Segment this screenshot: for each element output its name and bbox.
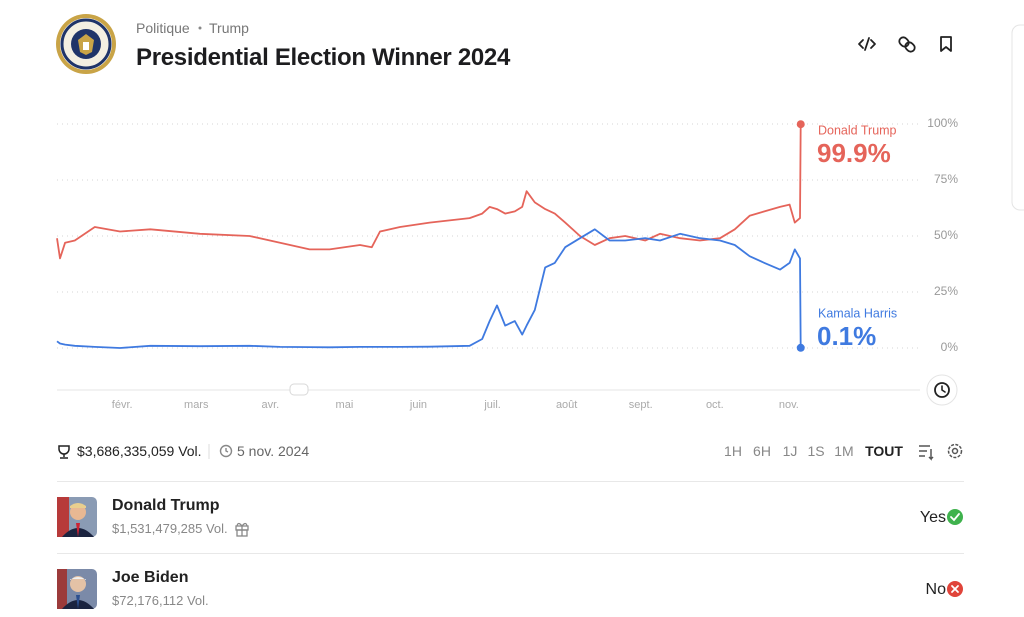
trophy-icon — [58, 445, 70, 459]
market-icon — [56, 14, 116, 74]
x-tick-label: févr. — [112, 399, 133, 411]
x-tick-label: août — [556, 399, 577, 411]
yes-icon — [947, 509, 963, 525]
outcome-name[interactable]: Joe Biden — [112, 569, 189, 586]
end-point — [796, 120, 805, 129]
sort-button[interactable] — [919, 445, 934, 461]
embed-button[interactable] — [858, 37, 876, 51]
outcome-result: No — [925, 581, 946, 598]
timeframe-button[interactable]: 6H — [753, 443, 771, 459]
bookmark-button[interactable] — [940, 36, 952, 52]
x-tick-label: avr. — [261, 399, 279, 411]
outcome-name[interactable]: Donald Trump — [112, 497, 220, 514]
x-tick-label: oct. — [706, 399, 724, 411]
y-tick-label: 100% — [927, 116, 958, 130]
breadcrumb[interactable]: Trump — [209, 20, 249, 36]
x-tick-label: juin — [409, 399, 427, 411]
outcome-volume: $72,176,112 Vol. — [112, 593, 209, 608]
series-value-label: 99.9% — [817, 138, 891, 168]
end-date: 5 nov. 2024 — [237, 443, 310, 459]
timeframe-button[interactable]: TOUT — [865, 443, 903, 459]
timeframe-button[interactable]: 1H — [724, 443, 742, 459]
total-volume: $3,686,335,059 Vol. — [77, 443, 202, 459]
timeframe-button[interactable]: 1J — [782, 443, 798, 459]
x-tick-label: nov. — [779, 399, 799, 411]
time-button[interactable] — [926, 374, 958, 406]
x-tick-label: sept. — [629, 399, 653, 411]
divider — [57, 481, 964, 482]
timeframe-button[interactable]: 1S — [807, 443, 825, 459]
y-tick-label: 50% — [934, 228, 958, 242]
range-handle[interactable] — [289, 383, 309, 396]
outcome-result: Yes — [919, 509, 946, 526]
chart: 0% 25% 50% 75% 100% févr. mars avr. mai juin juil.… — [56, 116, 959, 411]
series-line — [56, 124, 802, 260]
x-tick-label: mars — [184, 399, 209, 411]
x-tick-label: mai — [336, 399, 354, 411]
divider — [57, 553, 964, 554]
y-tick-label: 25% — [934, 284, 958, 298]
breadcrumb-separator — [198, 26, 202, 30]
breadcrumb[interactable]: Politique — [136, 20, 190, 36]
no-icon — [947, 581, 963, 597]
series-line — [56, 228, 802, 349]
timeframe-button[interactable]: 1M — [834, 443, 854, 459]
series-value-label: 0.1% — [817, 321, 876, 351]
link-button[interactable] — [898, 36, 917, 54]
avatar — [57, 569, 97, 609]
avatar — [57, 497, 97, 537]
clock-icon — [219, 444, 233, 458]
y-tick-label: 0% — [941, 340, 959, 354]
series-name: Donald Trump — [818, 123, 897, 137]
x-tick-label: juil. — [483, 399, 501, 411]
settings-button[interactable] — [947, 443, 963, 459]
end-point — [796, 343, 805, 352]
gift-icon[interactable] — [235, 522, 249, 537]
series-name: Kamala Harris — [818, 306, 897, 320]
page-title: Presidential Election Winner 2024 — [136, 44, 511, 71]
y-tick-label: 75% — [934, 172, 958, 186]
outcome-volume: $1,531,479,285 Vol. — [112, 521, 228, 536]
side-panel — [1011, 24, 1024, 211]
